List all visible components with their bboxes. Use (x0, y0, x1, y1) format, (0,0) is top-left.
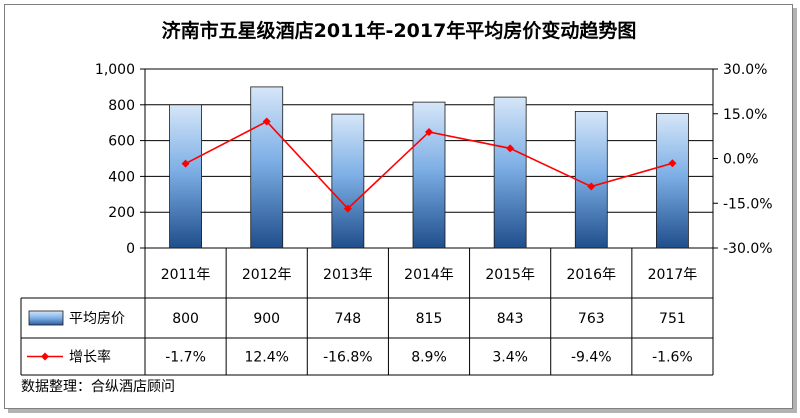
bar (574, 111, 608, 249)
x-tick-label: 2017年 (648, 267, 698, 283)
x-tick-label: 2015年 (485, 267, 535, 283)
chart-frame: 济南市五星级酒店2011年-2017年平均房价变动趋势图 0 200 400 600 8… (4, 4, 793, 409)
x-tick-label: 2011年 (161, 267, 211, 283)
bar (412, 101, 446, 249)
bar (331, 113, 365, 249)
y-right-tick-label: 30.0% (723, 62, 767, 78)
growth-rate-point (668, 159, 677, 168)
data-label-price: 763 (578, 311, 605, 327)
y-left-tick-label: 600 (108, 134, 135, 150)
bar (250, 86, 284, 249)
y-left-tick-label: 1,000 (95, 62, 135, 78)
data-label-growth: -16.8% (323, 350, 373, 366)
y-right-tick-label: -15.0% (723, 196, 773, 212)
x-tick-label: 2013年 (323, 267, 373, 283)
y-left-tick-label: 400 (108, 169, 135, 185)
data-label-price: 748 (334, 311, 361, 327)
data-label-growth: 12.4% (244, 350, 288, 366)
chart-svg: 济南市五星级酒店2011年-2017年平均房价变动趋势图 0 200 400 600 8… (20, 19, 773, 395)
data-label-growth: 8.9% (411, 350, 447, 366)
data-label-price: 751 (659, 311, 686, 327)
legend-marker-growth (41, 352, 49, 361)
bar (656, 113, 689, 249)
x-tick-label: 2016年 (566, 267, 616, 283)
y-left-tick-label: 0 (126, 241, 135, 257)
y-right-tick-label: -30.0% (723, 241, 773, 257)
x-tick-label: 2014年 (404, 267, 454, 283)
data-label-price: 843 (497, 311, 524, 327)
y-right-tick-label: 15.0% (723, 107, 767, 123)
data-label-growth: -1.6% (652, 350, 693, 366)
growth-rate-point (181, 159, 190, 168)
data-label-growth: 3.4% (492, 350, 528, 366)
y-right-tick-label: 0.0% (723, 152, 759, 168)
data-label-growth: -1.7% (165, 350, 206, 366)
bar (169, 104, 202, 249)
growth-rate-point (262, 117, 271, 126)
x-tick-label: 2012年 (242, 267, 292, 283)
data-label-price: 800 (172, 311, 199, 327)
legend-label-price: 平均房价 (69, 311, 125, 327)
data-label-price: 900 (253, 311, 280, 327)
growth-rate-point (506, 144, 515, 153)
y-left-tick-label: 800 (108, 98, 135, 114)
chart-title: 济南市五星级酒店2011年-2017年平均房价变动趋势图 (162, 19, 637, 42)
data-label-growth: -9.4% (571, 350, 612, 366)
data-label-price: 815 (416, 311, 443, 327)
plot-area: 0 200 400 600 800 1,000 -30.0% -15.0% 0.0% 15.0% 3… (20, 62, 773, 376)
y-left-tick-label: 200 (108, 205, 135, 221)
growth-rate-point (343, 204, 352, 213)
legend-swatch-price (28, 310, 64, 326)
growth-rate-point (587, 182, 596, 191)
legend-label-growth: 增长率 (69, 349, 111, 366)
growth-rate-point (425, 127, 433, 136)
source-note: 数据整理：合纵酒店顾问 (21, 379, 175, 395)
bar (493, 96, 527, 249)
